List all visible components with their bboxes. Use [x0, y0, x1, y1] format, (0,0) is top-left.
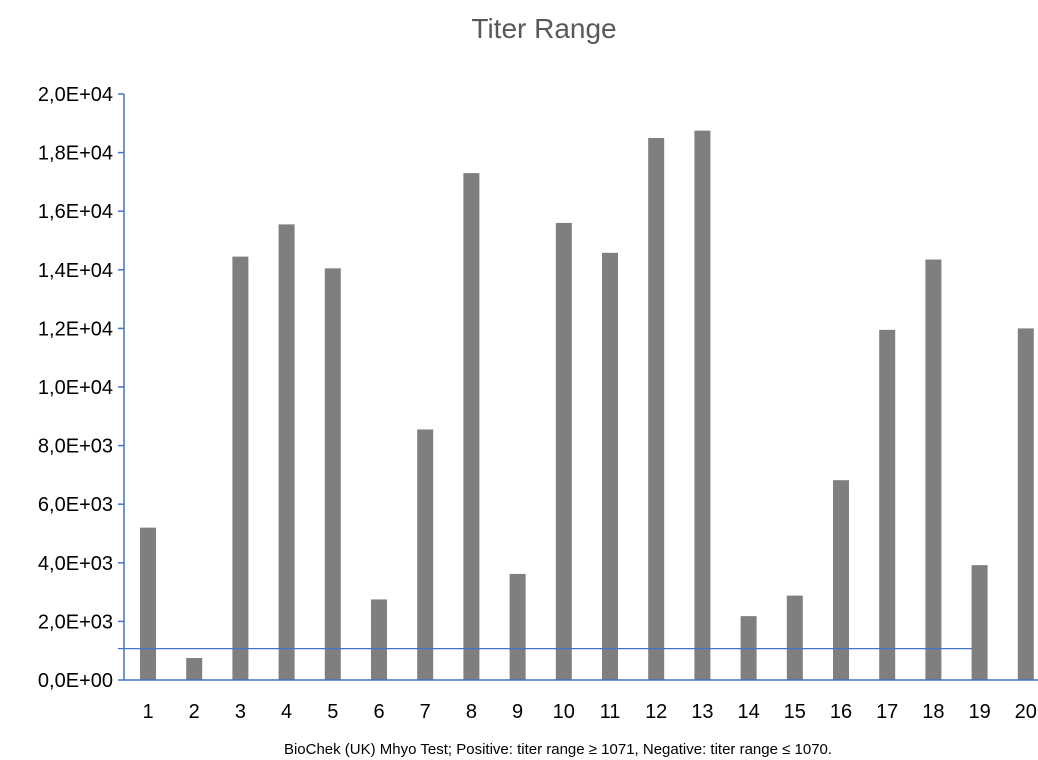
x-tick-label: 4: [281, 701, 292, 723]
bar: [278, 224, 295, 680]
y-tick-label: 1,2E+04: [38, 318, 113, 340]
bar: [417, 429, 434, 680]
bar: [1017, 328, 1034, 680]
x-tick-label: 6: [373, 701, 384, 723]
x-tick-label: 3: [235, 701, 246, 723]
x-tick-label: 11: [600, 701, 621, 723]
y-tick-label: 1,6E+04: [38, 201, 113, 223]
bar: [648, 137, 665, 680]
bar: [925, 259, 942, 680]
bar: [509, 573, 526, 680]
bar: [786, 595, 803, 680]
bar: [463, 173, 480, 681]
chart-caption: BioChek (UK) Mhyo Test; Positive: titer …: [284, 741, 832, 758]
bar: [602, 252, 618, 680]
bar: [694, 130, 711, 680]
x-tick-label: 13: [691, 701, 713, 723]
bar: [879, 329, 896, 680]
y-tick-label: 2,0E+03: [38, 611, 113, 633]
y-tick-label: 2,0E+04: [38, 84, 113, 106]
y-tick-label: 1,0E+04: [38, 377, 113, 399]
bar: [371, 599, 387, 680]
x-tick-label: 12: [645, 701, 667, 723]
x-tick-label: 14: [737, 701, 759, 723]
x-tick-label: 18: [922, 701, 944, 723]
x-tick-label: 8: [466, 701, 477, 723]
y-tick-label: 6,0E+03: [38, 494, 113, 516]
x-tick-label: 9: [512, 701, 523, 723]
x-tick-label: 1: [142, 701, 153, 723]
bar: [324, 268, 341, 680]
x-tick-label: 17: [876, 701, 898, 723]
y-tick-label: 8,0E+03: [38, 436, 113, 458]
x-tick-label: 2: [189, 701, 200, 723]
x-tick-label: 16: [830, 701, 852, 723]
y-tick-label: 4,0E+03: [38, 553, 113, 575]
bar: [186, 658, 203, 680]
x-tick-label: 15: [784, 701, 806, 723]
bar: [971, 565, 988, 680]
x-tick-label: 10: [553, 701, 575, 723]
bar: [555, 222, 572, 681]
y-tick-label: 1,4E+04: [38, 260, 113, 282]
x-tick-label: 20: [1015, 701, 1037, 723]
y-tick-label: 0,0E+00: [38, 670, 113, 692]
y-tick-label: 1,8E+04: [38, 143, 113, 165]
x-axis-ticks: 1 2 3 4 5 6 7 8 9 10 11 12 13 14 15 16 17 18 19 20: [142, 701, 1036, 723]
y-axis-ticks: 0,0E+00 2,0E+03 4,0E+03 6,0E+03 8,0E+03 1,0E+…: [38, 84, 124, 692]
chart-title: Titer Range: [471, 13, 616, 44]
x-tick-label: 5: [327, 701, 338, 723]
bar: [140, 527, 156, 680]
bars: [140, 130, 1034, 681]
bar: [833, 480, 849, 680]
x-tick-label: 7: [420, 701, 431, 723]
x-tick-label: 19: [968, 701, 990, 723]
bar: [232, 256, 249, 680]
